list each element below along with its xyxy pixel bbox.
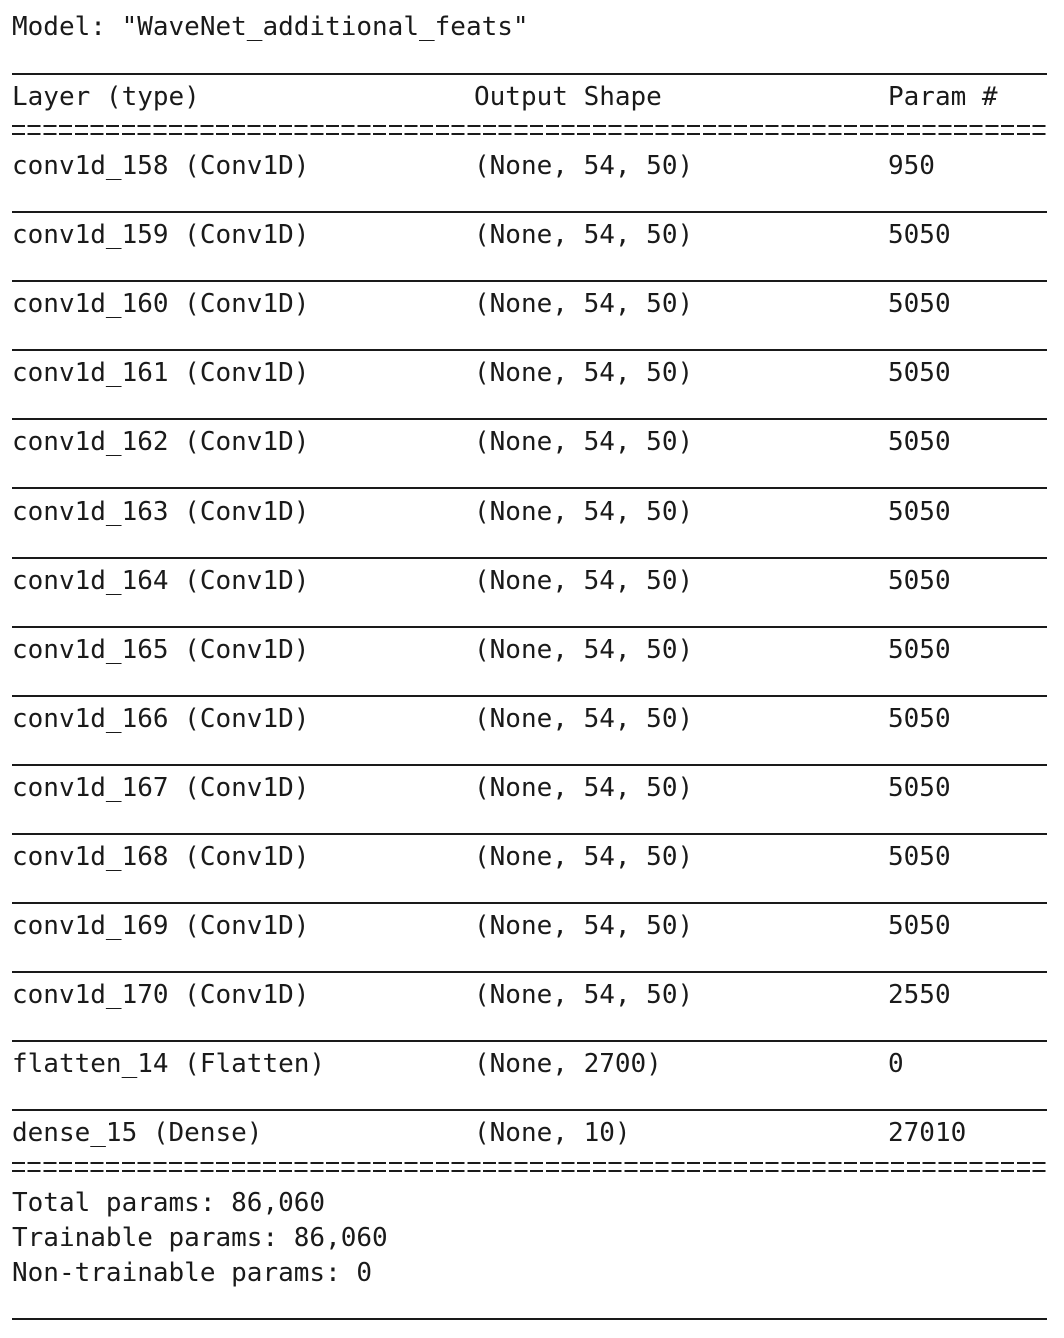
param-count: 27010 (888, 1118, 967, 1148)
header-separator-bottom (12, 133, 1047, 135)
row-separator (12, 557, 1047, 559)
param-count: 5050 (888, 289, 951, 319)
row-separator (12, 418, 1047, 420)
layer-name: conv1d_170 (Conv1D) (12, 980, 310, 1010)
output-shape: (None, 54, 50) (474, 773, 694, 803)
param-count: 5050 (888, 842, 951, 872)
footer-separator-top (12, 1162, 1047, 1164)
param-count: 5050 (888, 220, 951, 250)
layer-name: conv1d_161 (Conv1D) (12, 358, 310, 388)
param-count: 2550 (888, 980, 951, 1010)
output-shape: (None, 54, 50) (474, 842, 694, 872)
param-count: 5050 (888, 635, 951, 665)
param-count: 950 (888, 151, 935, 181)
model-title: Model: "WaveNet_additional_feats" (12, 12, 529, 42)
header-separator-top (12, 125, 1047, 127)
bottom-rule (12, 1318, 1047, 1320)
header-layer: Layer (type) (12, 82, 200, 112)
param-count: 0 (888, 1049, 904, 1079)
output-shape: (None, 54, 50) (474, 151, 694, 181)
output-shape: (None, 54, 50) (474, 358, 694, 388)
trainable-params: Trainable params: 86,060 (12, 1223, 388, 1253)
layer-name: conv1d_163 (Conv1D) (12, 497, 310, 527)
top-rule (12, 73, 1047, 75)
param-count: 5050 (888, 497, 951, 527)
row-separator (12, 349, 1047, 351)
output-shape: (None, 54, 50) (474, 497, 694, 527)
layer-name: conv1d_160 (Conv1D) (12, 289, 310, 319)
param-count: 5050 (888, 773, 951, 803)
param-count: 5050 (888, 911, 951, 941)
output-shape: (None, 54, 50) (474, 635, 694, 665)
row-separator (12, 764, 1047, 766)
output-shape: (None, 54, 50) (474, 704, 694, 734)
param-count: 5050 (888, 358, 951, 388)
row-separator (12, 211, 1047, 213)
output-shape: (None, 54, 50) (474, 566, 694, 596)
row-separator (12, 902, 1047, 904)
layer-name: conv1d_162 (Conv1D) (12, 427, 310, 457)
layer-name: conv1d_169 (Conv1D) (12, 911, 310, 941)
header-params: Param # (888, 82, 998, 112)
layer-name: conv1d_167 (Conv1D) (12, 773, 310, 803)
layer-name: conv1d_166 (Conv1D) (12, 704, 310, 734)
layer-name: flatten_14 (Flatten) (12, 1049, 326, 1079)
layer-name: dense_15 (Dense) (12, 1118, 263, 1148)
output-shape: (None, 54, 50) (474, 911, 694, 941)
layer-name: conv1d_159 (Conv1D) (12, 220, 310, 250)
layer-name: conv1d_158 (Conv1D) (12, 151, 310, 181)
row-separator (12, 626, 1047, 628)
row-separator (12, 695, 1047, 697)
param-count: 5050 (888, 566, 951, 596)
param-count: 5050 (888, 427, 951, 457)
row-separator (12, 280, 1047, 282)
layer-name: conv1d_164 (Conv1D) (12, 566, 310, 596)
row-separator (12, 487, 1047, 489)
output-shape: (None, 54, 50) (474, 427, 694, 457)
layer-name: conv1d_168 (Conv1D) (12, 842, 310, 872)
total-params: Total params: 86,060 (12, 1188, 326, 1218)
output-shape: (None, 54, 50) (474, 220, 694, 250)
param-count: 5050 (888, 704, 951, 734)
output-shape: (None, 54, 50) (474, 980, 694, 1010)
header-output-shape: Output Shape (474, 82, 662, 112)
footer-separator-bottom (12, 1170, 1047, 1172)
output-shape: (None, 10) (474, 1118, 631, 1148)
output-shape: (None, 54, 50) (474, 289, 694, 319)
row-separator (12, 971, 1047, 973)
layer-name: conv1d_165 (Conv1D) (12, 635, 310, 665)
output-shape: (None, 2700) (474, 1049, 662, 1079)
non-trainable-params: Non-trainable params: 0 (12, 1258, 373, 1288)
row-separator (12, 833, 1047, 835)
row-separator (12, 1040, 1047, 1042)
row-separator (12, 1109, 1047, 1111)
